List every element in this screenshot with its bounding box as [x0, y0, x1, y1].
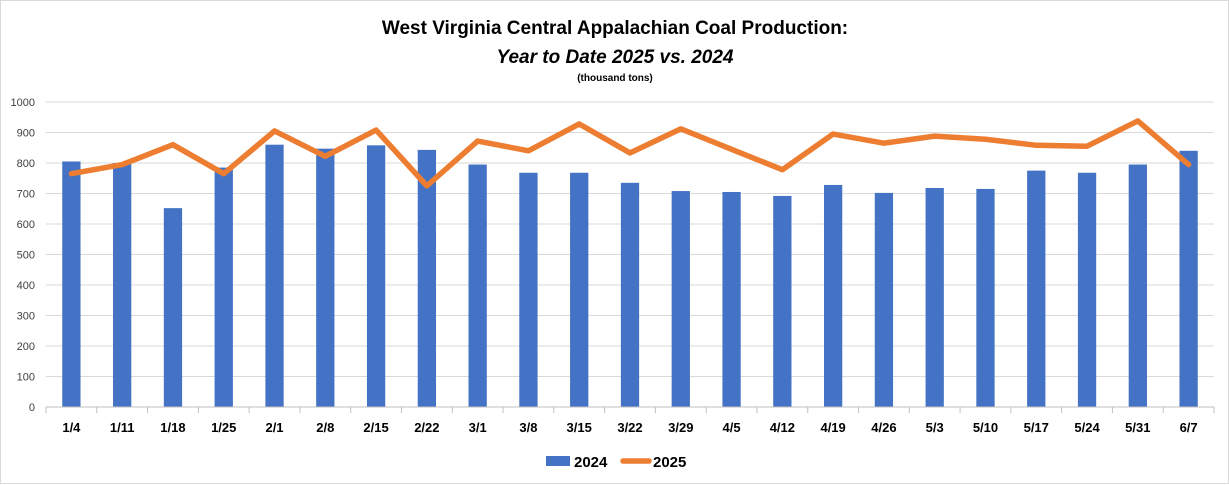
y-tick-label: 100 — [17, 372, 35, 384]
bar-2024 — [113, 163, 132, 407]
point-2025 — [577, 122, 581, 126]
x-category-label: 5/3 — [926, 420, 944, 435]
bar-2024 — [620, 182, 640, 407]
bar-2024 — [1128, 164, 1147, 407]
bar-2024 — [1077, 172, 1097, 407]
x-category-label: 3/22 — [617, 420, 642, 435]
y-tick-label: 400 — [17, 280, 35, 292]
x-category-label: 4/5 — [723, 420, 741, 435]
x-category-label: 1/25 — [211, 420, 236, 435]
chart-title: West Virginia Central Appalachian Coal P… — [382, 18, 848, 39]
x-category-label: 1/11 — [110, 420, 135, 435]
bar-2024 — [976, 188, 995, 407]
point-2025 — [69, 172, 73, 176]
bar-2024 — [62, 161, 81, 407]
x-category-label: 3/8 — [519, 420, 537, 435]
x-category-label: 3/1 — [469, 420, 487, 435]
bar-2024 — [417, 149, 437, 407]
bar-2024 — [214, 167, 233, 407]
x-axis-category-labels: 1/4 1/11 1/18 1/25 2/1 2/8 2/15 2/22 3/1 3/8 3/15 3… — [62, 420, 1197, 435]
x-category-label: 1/4 — [62, 420, 81, 435]
x-category-label: 6/7 — [1180, 420, 1198, 435]
legend-label-2025: 2025 — [653, 454, 686, 471]
point-2025 — [374, 128, 378, 132]
bar-2024 — [874, 192, 894, 407]
chart-subtitle: Year to Date 2025 vs. 2024 — [497, 47, 734, 68]
y-tick-label: 900 — [17, 128, 35, 140]
bar-2024 — [366, 145, 386, 407]
bar-2024 — [316, 148, 335, 408]
point-2025 — [933, 134, 937, 138]
x-category-label: 3/15 — [567, 420, 592, 435]
legend-swatch-2024 — [546, 456, 570, 466]
point-2025 — [831, 132, 835, 136]
y-tick-label: 700 — [17, 189, 35, 201]
x-category-label: 5/24 — [1074, 420, 1100, 435]
bar-2024 — [1027, 170, 1046, 407]
point-2025 — [171, 143, 175, 147]
point-2025 — [1085, 144, 1089, 148]
bar-2024 — [1179, 150, 1198, 408]
x-category-label: 5/31 — [1125, 420, 1150, 435]
x-category-label: 2/15 — [363, 420, 388, 435]
x-category-label: 3/29 — [668, 420, 693, 435]
bars-2024 — [62, 144, 1198, 408]
point-2025 — [1136, 119, 1140, 123]
point-2025 — [730, 147, 734, 151]
bar-2024 — [671, 191, 690, 407]
y-tick-label: 1000 — [11, 97, 35, 109]
x-axis — [45, 406, 1215, 413]
y-tick-label: 0 — [29, 402, 35, 414]
x-category-label: 5/10 — [973, 420, 998, 435]
bar-2024 — [265, 144, 284, 407]
chart-units-note: (thousand tons) — [577, 73, 653, 84]
bar-2024 — [823, 184, 843, 407]
point-2025 — [679, 127, 683, 131]
y-tick-label: 500 — [17, 250, 35, 262]
y-tick-label: 300 — [17, 311, 35, 323]
x-category-label: 1/18 — [160, 420, 185, 435]
point-2025 — [983, 137, 987, 141]
legend: 2024 2025 — [546, 454, 686, 471]
bar-2024 — [570, 172, 589, 407]
x-category-label: 4/19 — [820, 420, 845, 435]
point-2025 — [628, 151, 632, 155]
point-2025 — [425, 184, 429, 188]
point-2025 — [222, 172, 226, 176]
bar-2024 — [468, 164, 487, 407]
bar-2024 — [722, 191, 741, 407]
point-2025 — [882, 141, 886, 145]
bar-2024 — [773, 195, 792, 407]
y-tick-label: 800 — [17, 158, 35, 170]
line-2025 — [68, 118, 1192, 189]
point-2025 — [120, 163, 124, 167]
legend-label-2024: 2024 — [574, 454, 608, 471]
x-category-label: 4/26 — [871, 420, 896, 435]
point-2025 — [323, 154, 327, 158]
y-tick-label: 200 — [17, 341, 35, 353]
x-category-label: 2/1 — [265, 420, 283, 435]
x-category-label: 5/17 — [1024, 420, 1049, 435]
point-2025 — [1187, 163, 1191, 167]
x-category-label: 4/12 — [770, 420, 795, 435]
bar-2024 — [519, 172, 538, 407]
point-2025 — [476, 139, 480, 143]
x-category-label: 2/8 — [316, 420, 334, 435]
point-2025 — [273, 129, 277, 133]
point-2025 — [780, 168, 784, 172]
y-axis-tick-labels: 0 100 200 300 400 500 600 700 800 900 1000 — [11, 97, 35, 414]
point-2025 — [1034, 143, 1038, 147]
point-2025 — [526, 149, 530, 153]
y-tick-label: 600 — [17, 219, 35, 231]
bar-2024 — [163, 208, 183, 407]
bar-2024 — [925, 188, 944, 407]
x-category-label: 2/22 — [414, 420, 439, 435]
